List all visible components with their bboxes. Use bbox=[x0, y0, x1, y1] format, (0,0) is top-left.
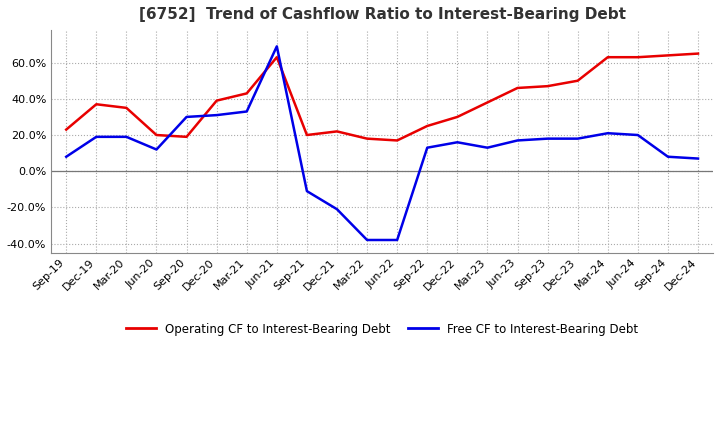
Legend: Operating CF to Interest-Bearing Debt, Free CF to Interest-Bearing Debt: Operating CF to Interest-Bearing Debt, F… bbox=[121, 318, 643, 340]
Title: [6752]  Trend of Cashflow Ratio to Interest-Bearing Debt: [6752] Trend of Cashflow Ratio to Intere… bbox=[139, 7, 626, 22]
